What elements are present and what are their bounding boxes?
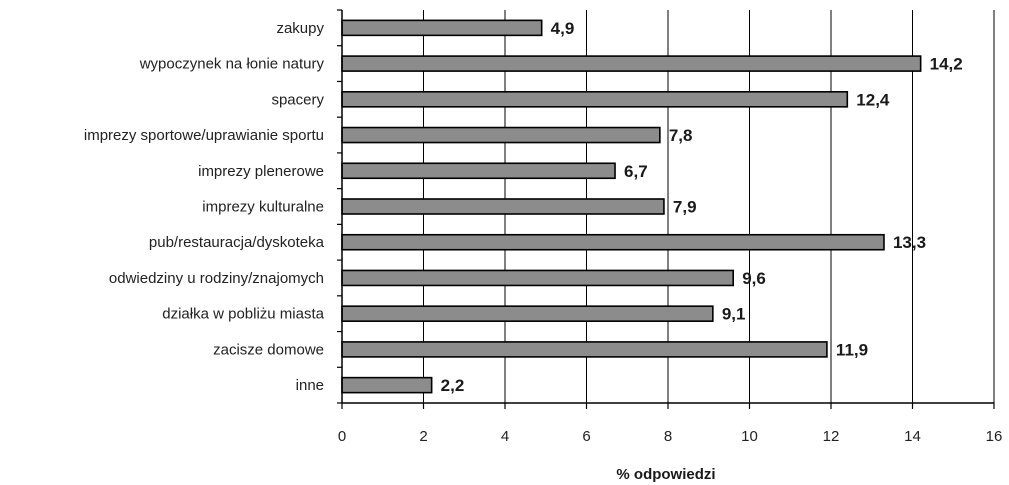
bar xyxy=(341,55,922,72)
value-label: 6,7 xyxy=(624,162,648,181)
value-label: 2,2 xyxy=(441,376,465,395)
x-tick-label: 14 xyxy=(904,428,921,445)
x-axis-title: % odpowiedzi xyxy=(616,466,715,483)
category-label: odwiedziny u rodziny/znajomych xyxy=(109,270,324,287)
category-label: zakupy xyxy=(276,20,324,37)
bar xyxy=(341,305,714,322)
category-label: imprezy sportowe/uprawianie sportu xyxy=(84,127,324,144)
x-tick-label: 6 xyxy=(582,428,590,445)
category-label: działka w pobliżu miasta xyxy=(162,306,324,323)
value-label: 4,9 xyxy=(551,19,575,38)
value-label: 13,3 xyxy=(893,233,926,252)
bar xyxy=(341,162,616,180)
bar-layer xyxy=(341,19,922,394)
category-label: wypoczynek na łonie natury xyxy=(139,56,325,73)
axis-layer xyxy=(337,9,995,409)
x-tick-label: 8 xyxy=(664,428,672,445)
bar xyxy=(341,233,885,251)
category-label: imprezy kulturalne xyxy=(202,199,324,216)
bar xyxy=(341,91,849,108)
bar xyxy=(341,341,828,358)
value-label: 9,6 xyxy=(742,269,766,288)
category-label: pub/restauracja/dyskoteka xyxy=(149,234,325,251)
x-tick-label: 2 xyxy=(419,428,427,445)
category-label: zacisze domowe xyxy=(213,341,324,358)
label-layer: 4,9 zakupy 14,2 wypoczynek na łonie natury 1… xyxy=(84,19,1002,445)
category-label: imprezy plenerowe xyxy=(198,163,324,180)
value-label: 12,4 xyxy=(856,90,890,109)
x-tick-label: 4 xyxy=(501,428,509,445)
category-label: inne xyxy=(296,377,324,394)
value-label: 14,2 xyxy=(930,55,963,74)
x-tick-label: 0 xyxy=(338,428,346,445)
value-label: 11,9 xyxy=(836,340,868,359)
x-tick-label: 16 xyxy=(986,428,1003,445)
bar xyxy=(341,269,735,287)
value-label: 9,1 xyxy=(722,305,746,324)
category-label: spacery xyxy=(271,91,324,108)
x-tick-label: 12 xyxy=(823,428,840,445)
x-tick-label: 10 xyxy=(741,428,758,445)
value-label: 7,8 xyxy=(669,126,693,145)
bar xyxy=(341,126,661,144)
bar xyxy=(341,198,665,215)
bar xyxy=(341,376,433,394)
value-label: 7,9 xyxy=(673,198,697,217)
bar xyxy=(341,19,543,37)
